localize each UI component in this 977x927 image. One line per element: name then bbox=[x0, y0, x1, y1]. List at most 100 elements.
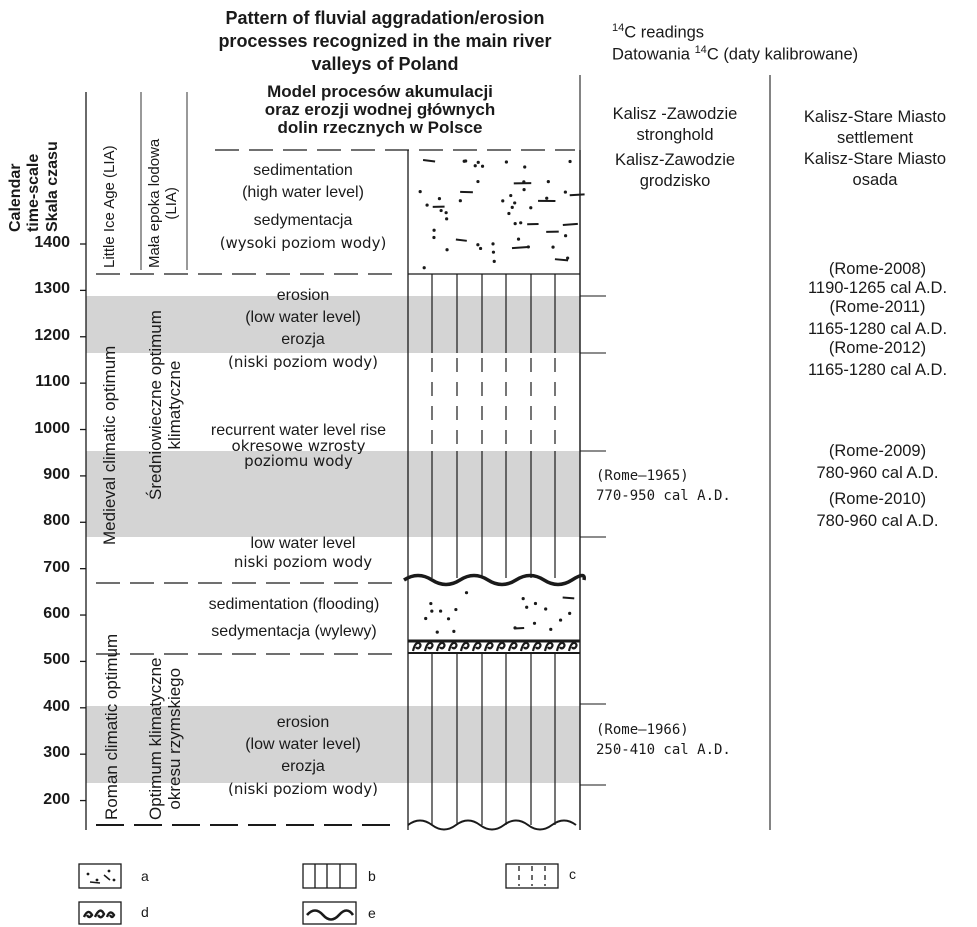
sand-grain bbox=[418, 190, 422, 194]
sand-grain bbox=[432, 228, 436, 232]
sand-grain bbox=[435, 630, 439, 634]
title-en-line-3: valleys of Poland bbox=[311, 54, 459, 74]
period-roman-pl-1: Optimum klimatyczne bbox=[146, 657, 165, 820]
pebble bbox=[567, 641, 578, 652]
sand-grain bbox=[564, 234, 568, 238]
axis-title-3: Skala czasu bbox=[43, 141, 62, 232]
p5-en: sedimentation (flooding) bbox=[208, 596, 380, 613]
date-rome-2009-range: 780-960 cal A.D. bbox=[816, 464, 939, 482]
p4-pl: niski poziom wody bbox=[233, 553, 373, 571]
pebble bbox=[435, 641, 446, 652]
tick-label: 900 bbox=[43, 465, 70, 483]
p2-pl-1: erozja bbox=[281, 331, 325, 348]
tick-label: 1000 bbox=[34, 419, 70, 437]
p1-en-2: (high water level) bbox=[242, 184, 364, 201]
pebble bbox=[483, 641, 494, 652]
pebble bbox=[495, 641, 506, 652]
site-stare-en-1: Kalisz-Stare Miasto bbox=[803, 108, 947, 126]
sand-grain bbox=[430, 609, 434, 613]
title-en-line-2: processes recognized in the main river bbox=[218, 31, 552, 51]
legend-a-label: a bbox=[141, 868, 149, 884]
p3-pl-2: poziomu wody bbox=[244, 452, 353, 470]
sand-grain bbox=[558, 618, 563, 622]
pebble bbox=[459, 641, 470, 652]
sand-grain bbox=[507, 211, 511, 216]
figure-title-en: Pattern of fluvial aggradation/erosion p… bbox=[180, 7, 590, 76]
sand-grain bbox=[492, 259, 496, 263]
sand-grain bbox=[429, 601, 433, 606]
tick-label: 1400 bbox=[34, 234, 70, 251]
period-roman-pl: Optimum klimatyczne okresu rzymskiego bbox=[146, 658, 184, 820]
title-pl-line-3: dolin rzecznych w Polsce bbox=[277, 118, 483, 137]
pebble bbox=[447, 641, 458, 652]
axis-title-en-1: Calendar bbox=[7, 163, 24, 232]
sand-streak bbox=[554, 258, 569, 262]
title-en-line-1: Pattern of fluvial aggradation/erosion bbox=[225, 8, 545, 28]
sand-grain bbox=[491, 242, 495, 246]
p6-pl-1: erozja bbox=[281, 758, 325, 775]
site-zawodzie-pl-1: Kalisz-Zawodzie bbox=[614, 151, 736, 169]
sand-grain bbox=[478, 246, 483, 251]
sand-grain bbox=[568, 159, 572, 164]
sand-grain bbox=[522, 180, 526, 184]
band-roman-250-410 bbox=[86, 706, 580, 783]
period-medieval-pl: Średniowieczne optimum klimatyczne bbox=[146, 310, 184, 500]
process-erosion-lower: erosion (low water level) erozja (niski … bbox=[198, 712, 408, 800]
p1-en-1: sedimentation bbox=[253, 162, 353, 179]
litho-pattern-c bbox=[431, 358, 556, 448]
sand-grain bbox=[437, 197, 442, 201]
sand-grain bbox=[525, 605, 529, 609]
sand-grain bbox=[532, 621, 537, 625]
figure-title-pl: Model procesów akumulacji oraz erozji wo… bbox=[190, 83, 570, 137]
date-rome-1966-range: 250-410 cal A.D. bbox=[596, 742, 731, 758]
tick-label: 600 bbox=[43, 605, 70, 623]
pebble bbox=[423, 641, 434, 652]
litho-pattern-b-roman bbox=[431, 654, 556, 825]
sand-grain bbox=[445, 248, 449, 252]
date-rome-2012-range: 1165-1280 cal A.D. bbox=[807, 361, 948, 379]
site-stare-miasto: Kalisz-Stare Miasto settlement Kalisz-St… bbox=[775, 107, 975, 191]
sand-grain bbox=[501, 199, 505, 203]
period-lia-pl-2: (LIA) bbox=[163, 187, 180, 220]
process-erosion-upper: erosion (low water level) erozja (niski … bbox=[198, 285, 408, 373]
date-rome-2010-code: (Rome-2010) bbox=[828, 490, 927, 508]
sand-grain bbox=[424, 616, 428, 621]
p6-pl-2: (niski poziom wody) bbox=[228, 780, 378, 798]
sand-streak bbox=[562, 596, 575, 600]
site-zawodzie-en-2: stronghold bbox=[636, 126, 714, 144]
p1-pl-1: sedymentacja bbox=[253, 212, 353, 229]
sand-grain bbox=[439, 208, 443, 213]
sand-grain bbox=[444, 211, 448, 215]
sand-grain bbox=[439, 609, 443, 613]
axis-title-pl: Skala czasu bbox=[44, 141, 61, 232]
sand-grain bbox=[545, 196, 549, 200]
pebble bbox=[531, 641, 542, 652]
sand-grain bbox=[544, 607, 548, 611]
legend-a-box bbox=[78, 863, 122, 889]
pebble bbox=[471, 641, 482, 652]
sand-grain bbox=[563, 190, 567, 194]
litho-pattern-b-medieval bbox=[431, 451, 556, 578]
p2-en-1: erosion bbox=[276, 287, 330, 304]
legend-e-label: e bbox=[368, 905, 376, 921]
date-rome-1965-code: (Rome–1965) bbox=[596, 468, 689, 484]
c14-readings-label: 14C readings bbox=[612, 22, 705, 42]
sand-grain bbox=[533, 601, 538, 606]
date-rome-2010-range: 780-960 cal A.D. bbox=[816, 512, 939, 530]
date-rome-2011-code: (Rome-2011) bbox=[829, 298, 926, 316]
tick-label: 500 bbox=[43, 651, 70, 669]
litho-pattern-a-upper bbox=[418, 159, 585, 270]
legend-e-box bbox=[302, 901, 357, 925]
p2-en-2: (low water level) bbox=[245, 309, 361, 326]
pebble bbox=[507, 641, 518, 652]
tick-label: 1100 bbox=[35, 373, 70, 391]
sand-grain bbox=[464, 591, 469, 595]
date-rome-1965: (Rome–1965) 770-950 cal A.D. bbox=[584, 466, 786, 506]
sand-grain bbox=[509, 193, 513, 198]
sand-grain bbox=[446, 617, 451, 621]
legend-d-box bbox=[78, 901, 122, 925]
process-sedimentation-flooding: sedimentation (flooding) sedymentacja (w… bbox=[180, 591, 408, 645]
p4-en: low water level bbox=[250, 535, 356, 552]
sand-grain bbox=[522, 188, 526, 192]
c14-pl-label: Datowania 14C (daty kalibrowane) bbox=[612, 44, 859, 64]
